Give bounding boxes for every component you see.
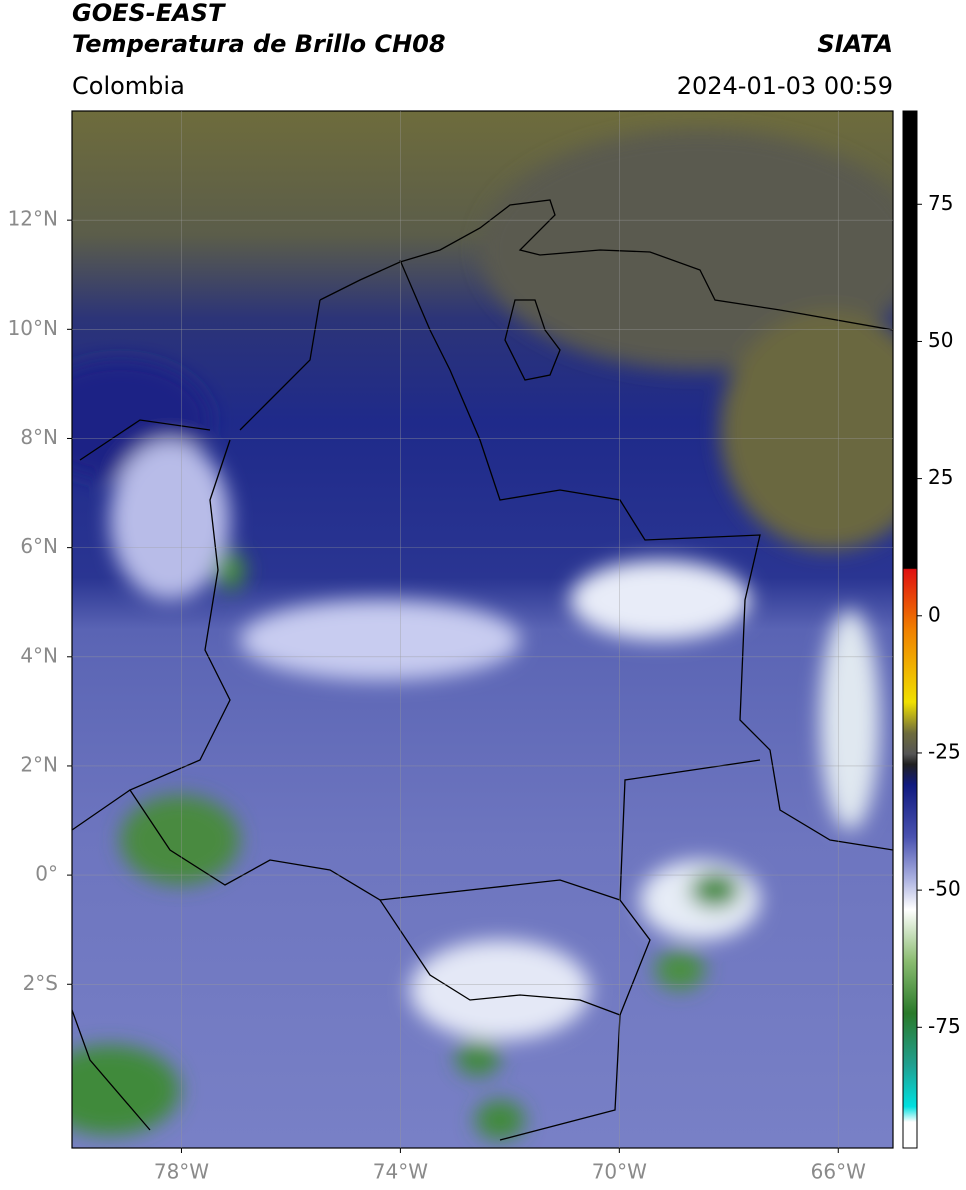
x-tick-label: 74°W xyxy=(373,1160,428,1184)
source: SIATA xyxy=(817,30,893,58)
colorbar xyxy=(902,110,918,1149)
colorbar-label: 0 xyxy=(928,602,941,626)
map-frame xyxy=(71,110,894,1149)
y-tick-label: 6°N xyxy=(20,534,58,558)
y-tick-label: 2°S xyxy=(23,971,58,995)
x-tick-label: 66°W xyxy=(811,1160,866,1184)
title: GOES-EAST xyxy=(72,0,226,27)
colorbar-label: -50 xyxy=(928,877,961,901)
y-tick-label: 2°N xyxy=(20,752,58,776)
colorbar-label: 75 xyxy=(928,191,953,215)
borders xyxy=(72,199,893,1141)
satellite-image xyxy=(72,111,893,1148)
y-tick-label: 0° xyxy=(35,862,58,886)
colorbar-label: 50 xyxy=(928,328,953,352)
region: Colombia xyxy=(72,72,185,100)
title-block: GOES-EAST Temperatura de Brillo CH08 SIA… xyxy=(72,0,893,100)
y-tick-label: 8°N xyxy=(20,425,58,449)
datetime: 2024-01-03 00:59 xyxy=(677,72,893,100)
y-tick-label: 10°N xyxy=(8,316,58,340)
colorbar-label: -25 xyxy=(928,739,961,763)
colorbar-label: 25 xyxy=(928,465,953,489)
y-tick-label: 12°N xyxy=(8,207,58,231)
colorbar-label: -75 xyxy=(928,1014,961,1038)
y-tick-label: 4°N xyxy=(20,643,58,667)
x-tick-label: 70°W xyxy=(592,1160,647,1184)
subtitle: Temperatura de Brillo CH08 xyxy=(72,30,446,58)
x-tick-label: 78°W xyxy=(154,1160,209,1184)
